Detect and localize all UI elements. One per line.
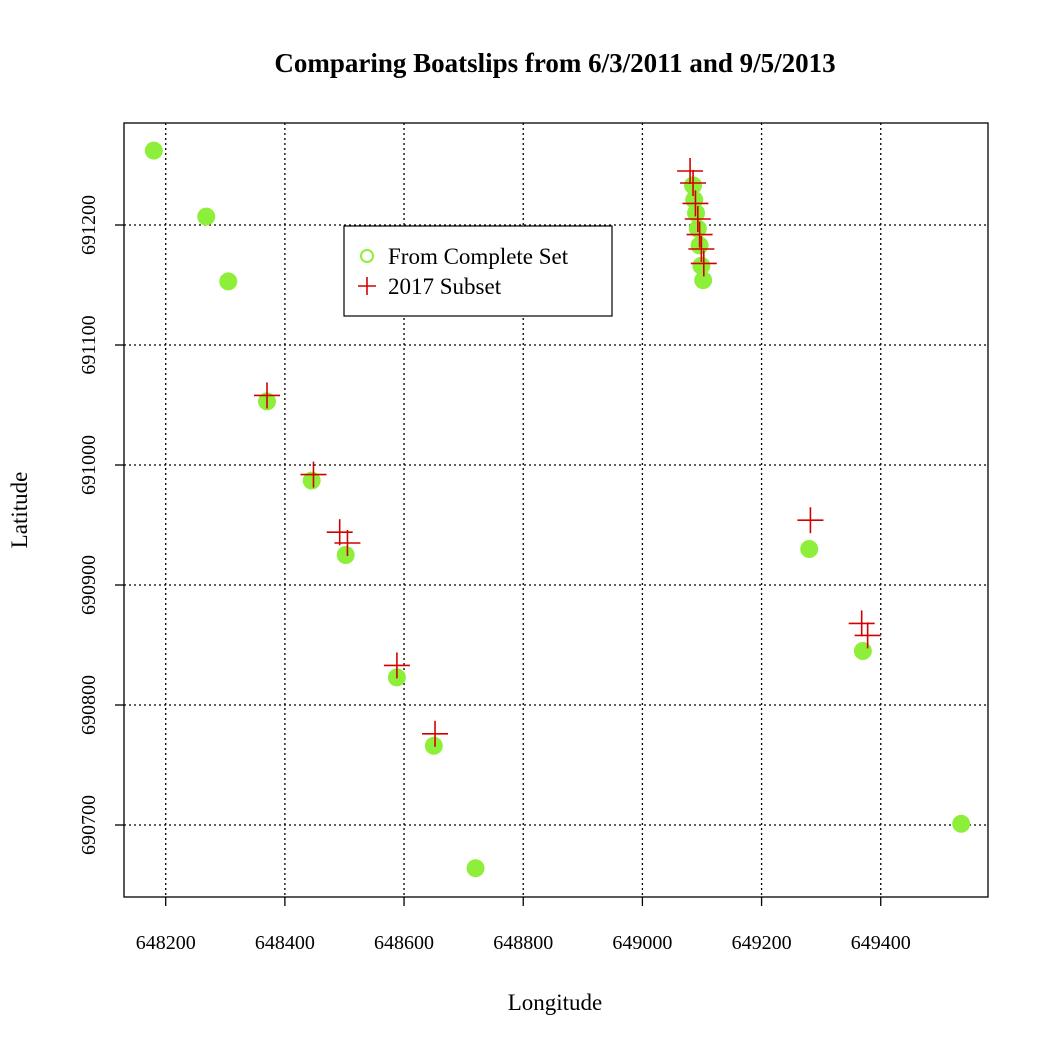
subset-plus-point xyxy=(383,652,410,679)
legend: From Complete Set 2017 Subset xyxy=(343,225,613,317)
subset-plus-point xyxy=(797,507,824,534)
plot-frame xyxy=(123,122,989,898)
x-tick-label: 649000 xyxy=(612,932,672,954)
complete-set-point xyxy=(952,814,971,833)
grid-lines xyxy=(124,123,988,897)
y-axis-label: Latitude xyxy=(7,472,32,549)
legend-label-complete-set: From Complete Set xyxy=(388,244,569,269)
y-axis-ticks: 690700 690800 690900 691000 691100 691200 xyxy=(78,195,124,855)
legend-box xyxy=(343,225,613,317)
x-tick-label: 648400 xyxy=(255,932,315,954)
subset-plus-point xyxy=(422,720,449,747)
y-tick-label: 690800 xyxy=(78,675,100,735)
complete-set-point xyxy=(336,546,355,564)
subset-plus-point xyxy=(690,250,717,277)
complete-set-point xyxy=(144,141,163,160)
y-tick-label: 690900 xyxy=(78,555,100,615)
legend-label-2017-subset: 2017 Subset xyxy=(388,274,502,299)
y-tick-label: 691000 xyxy=(78,435,100,495)
subset-plus-point xyxy=(677,158,704,184)
subset-plus-point xyxy=(688,236,715,262)
y-tick-label: 691200 xyxy=(78,195,100,255)
complete-set-point xyxy=(424,736,443,755)
subset-plus-point xyxy=(848,610,875,637)
chart-title: Comparing Boatslips from 6/3/2011 and 9/… xyxy=(274,48,835,78)
subset-plus-point xyxy=(254,382,281,409)
y-tick-label: 691100 xyxy=(78,315,100,374)
x-tick-label: 649200 xyxy=(732,932,792,954)
subset-plus-point xyxy=(334,530,361,556)
legend-plus-icon xyxy=(358,277,376,295)
subset-plus-point xyxy=(854,622,881,649)
complete-set-point xyxy=(800,540,819,558)
complete-set-point xyxy=(302,471,321,490)
x-axis-ticks: 648200 648400 648600 648800 649000 649200 6494… xyxy=(136,897,911,954)
subset-plus-point xyxy=(326,519,353,546)
x-tick-label: 648800 xyxy=(493,932,553,954)
x-tick-label: 648200 xyxy=(136,932,196,954)
complete-set-point xyxy=(197,207,216,226)
subset-plus-point xyxy=(680,170,707,196)
x-tick-label: 648600 xyxy=(374,932,434,954)
x-tick-label: 649400 xyxy=(851,932,911,954)
subset-plus-point xyxy=(682,190,709,217)
complete-set-point xyxy=(692,256,711,275)
complete-set-point xyxy=(219,272,238,291)
complete-set-point xyxy=(466,859,485,878)
complete-set-point xyxy=(853,642,872,660)
legend-circle-icon xyxy=(360,249,374,263)
subset-plus-point xyxy=(686,221,713,248)
complete-set-point xyxy=(694,271,713,290)
complete-set-point xyxy=(685,190,704,209)
y-tick-label: 690700 xyxy=(78,795,100,855)
data-marks xyxy=(144,141,971,878)
x-axis-label: Longitude xyxy=(508,990,603,1015)
subset-plus-point xyxy=(684,206,711,232)
subset-plus-point xyxy=(300,461,327,488)
